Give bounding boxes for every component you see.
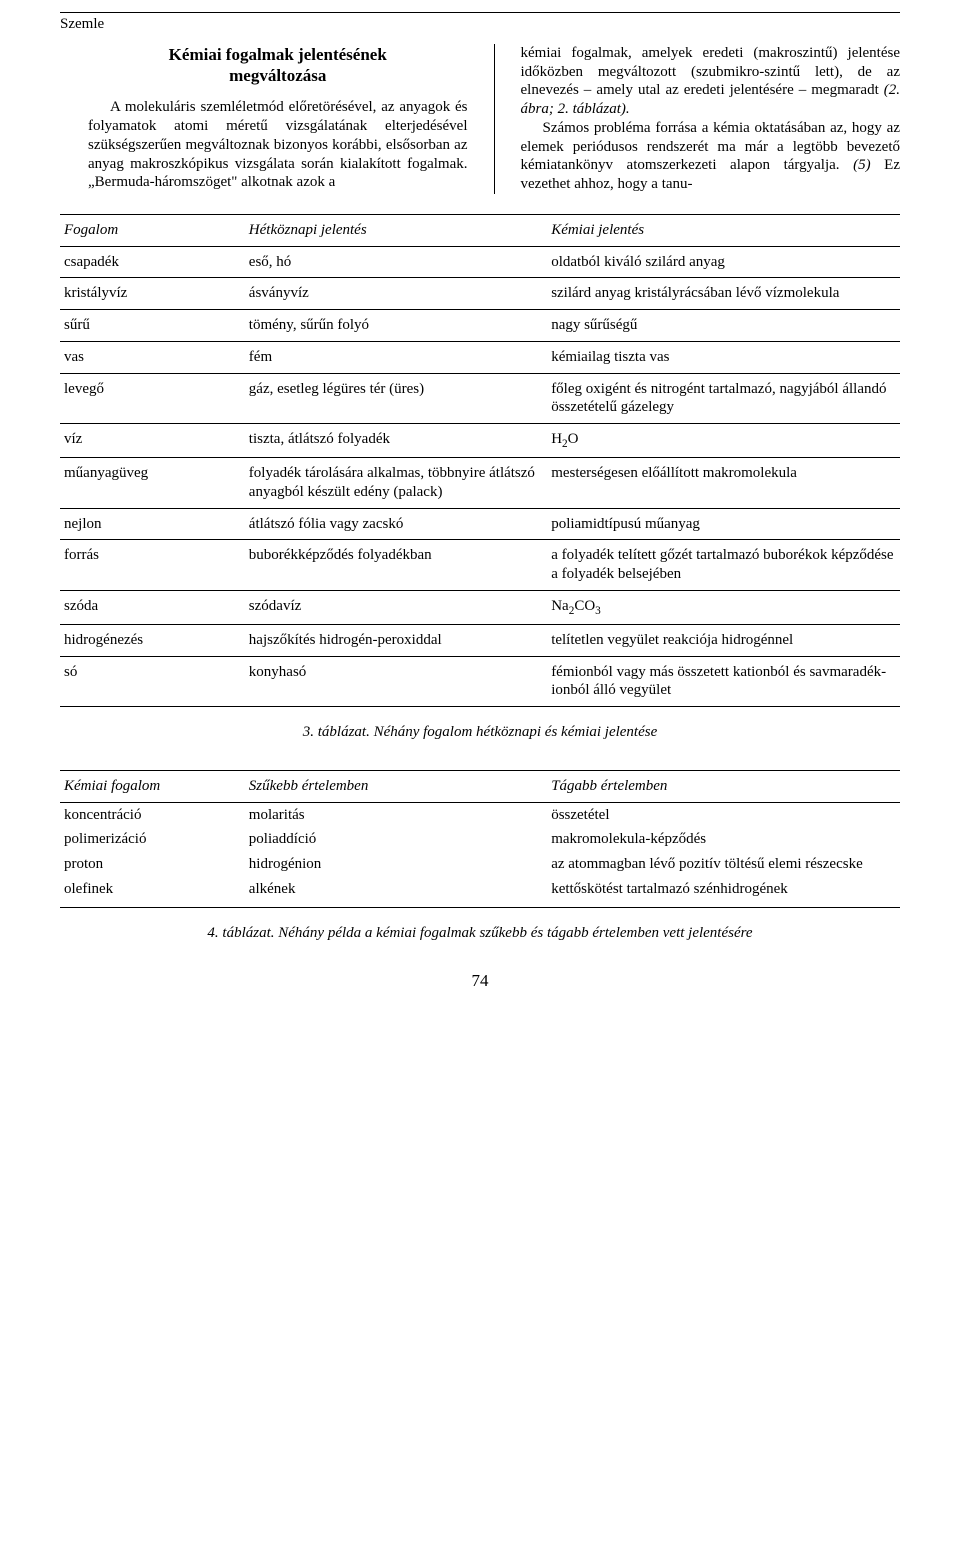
- table-cell: proton: [60, 852, 245, 877]
- table-cell: levegő: [60, 373, 245, 424]
- table-cell: hajszőkítés hidrogén-peroxiddal: [245, 624, 547, 656]
- column-separator: [494, 44, 495, 194]
- t1-h3: Kémiai jelentés: [547, 214, 900, 246]
- table-cell: poliamidtípusú műanyag: [547, 508, 900, 540]
- table-cell: műanyagüveg: [60, 458, 245, 509]
- right-para-2a: Számos probléma forrása a kémia oktatásá…: [521, 120, 901, 174]
- title-line-1: Kémiai fogalmak jelentésének: [169, 45, 387, 64]
- table-2-header-row: Kémiai fogalom Szűkebb értelemben Tágabb…: [60, 770, 900, 802]
- table-cell: főleg oxigént és nitrogént tartalmazó, n…: [547, 373, 900, 424]
- left-paragraph: A molekuláris szemléletmód előretöréséve…: [88, 98, 468, 192]
- table-cell: eső, hó: [245, 246, 547, 278]
- table-2-caption: 4. táblázat. Néhány példa a kémiai fogal…: [60, 924, 900, 943]
- table-cell: H2O: [547, 424, 900, 458]
- header-rule: [60, 12, 900, 13]
- table-cell: kettőskötést tartalmazó szénhidrogének: [547, 877, 900, 907]
- table-cell: konyhasó: [245, 656, 547, 707]
- title-line-2: megváltozása: [229, 66, 326, 85]
- table-row: sűrűtömény, sűrűn folyónagy sűrűségű: [60, 310, 900, 342]
- table-cell: forrás: [60, 540, 245, 591]
- table-cell: koncentráció: [60, 802, 245, 827]
- table-cell: nagy sűrűségű: [547, 310, 900, 342]
- t2-h1: Kémiai fogalom: [60, 770, 245, 802]
- table-cell: kristályvíz: [60, 278, 245, 310]
- table-cell: szódavíz: [245, 590, 547, 624]
- table-cell: szóda: [60, 590, 245, 624]
- page-number: 74: [60, 970, 900, 991]
- table-cell: a folyadék telített gőzét tartalmazó bub…: [547, 540, 900, 591]
- table-row: polimerizációpoliaddíciómakromolekula-ké…: [60, 827, 900, 852]
- table-cell: poliaddíció: [245, 827, 547, 852]
- table-row: olefinekalkénekkettőskötést tartalmazó s…: [60, 877, 900, 907]
- table-cell: só: [60, 656, 245, 707]
- table-cell: tiszta, átlátszó folyadék: [245, 424, 547, 458]
- table-cell: ásványvíz: [245, 278, 547, 310]
- table-cell: kémiailag tiszta vas: [547, 341, 900, 373]
- table-cell: molaritás: [245, 802, 547, 827]
- table-cell: polimerizáció: [60, 827, 245, 852]
- table-cell: hidrogénezés: [60, 624, 245, 656]
- left-column: Kémiai fogalmak jelentésének megváltozás…: [88, 44, 468, 194]
- table-cell: vas: [60, 341, 245, 373]
- table-cell: olefinek: [60, 877, 245, 907]
- table-cell: fém: [245, 341, 547, 373]
- table-cell: átlátszó fólia vagy zacskó: [245, 508, 547, 540]
- table-row: csapadékeső, hóoldatból kiváló szilárd a…: [60, 246, 900, 278]
- header-label: Szemle: [60, 15, 900, 34]
- table-cell: összetétel: [547, 802, 900, 827]
- table-cell: víz: [60, 424, 245, 458]
- right-para-1: kémiai fogalmak, amelyek eredeti (makros…: [521, 45, 901, 99]
- table-cell: nejlon: [60, 508, 245, 540]
- table-row: nejlonátlátszó fólia vagy zacskópoliamid…: [60, 508, 900, 540]
- table-cell: telítetlen vegyület reakciója hidrogénne…: [547, 624, 900, 656]
- table-row: levegőgáz, esetleg légüres tér (üres)fől…: [60, 373, 900, 424]
- table-1: Fogalom Hétköznapi jelentés Kémiai jelen…: [60, 214, 900, 707]
- table-cell: fémionból vagy más összetett kationból é…: [547, 656, 900, 707]
- t2-h3: Tágabb értelemben: [547, 770, 900, 802]
- table-row: protonhidrogénionaz atommagban lévő pozi…: [60, 852, 900, 877]
- table-cell: alkének: [245, 877, 547, 907]
- table-row: forrásbuborékképződés folyadékbana folya…: [60, 540, 900, 591]
- table-row: műanyagüvegfolyadék tárolására alkalmas,…: [60, 458, 900, 509]
- table-row: vasfémkémiailag tiszta vas: [60, 341, 900, 373]
- table-cell: makromolekula-képződés: [547, 827, 900, 852]
- article-title: Kémiai fogalmak jelentésének megváltozás…: [88, 44, 468, 87]
- right-column: kémiai fogalmak, amelyek eredeti (makros…: [521, 44, 901, 194]
- table-cell: csapadék: [60, 246, 245, 278]
- t1-h2: Hétköznapi jelentés: [245, 214, 547, 246]
- table-row: víztiszta, átlátszó folyadékH2O: [60, 424, 900, 458]
- table-cell: oldatból kiváló szilárd anyag: [547, 246, 900, 278]
- table-cell: gáz, esetleg légüres tér (üres): [245, 373, 547, 424]
- page: Szemle Kémiai fogalmak jelentésének megv…: [0, 0, 960, 1022]
- t1-h1: Fogalom: [60, 214, 245, 246]
- table-cell: tömény, sűrűn folyó: [245, 310, 547, 342]
- table-1-header-row: Fogalom Hétköznapi jelentés Kémiai jelen…: [60, 214, 900, 246]
- table-row: sókonyhasófémionból vagy más összetett k…: [60, 656, 900, 707]
- two-column-body: Kémiai fogalmak jelentésének megváltozás…: [88, 44, 900, 194]
- table-cell: szilárd anyag kristályrácsában lévő vízm…: [547, 278, 900, 310]
- table-cell: sűrű: [60, 310, 245, 342]
- right-para-2: Számos probléma forrása a kémia oktatásá…: [521, 119, 901, 194]
- table-cell: hidrogénion: [245, 852, 547, 877]
- table-2: Kémiai fogalom Szűkebb értelemben Tágabb…: [60, 770, 900, 908]
- table-row: hidrogénezéshajszőkítés hidrogén-peroxid…: [60, 624, 900, 656]
- table-cell: folyadék tárolására alkalmas, többnyire …: [245, 458, 547, 509]
- right-para-2-ital: (5): [853, 157, 871, 173]
- table-row: koncentrációmolaritásösszetétel: [60, 802, 900, 827]
- table-row: kristályvízásványvízszilárd anyag kristá…: [60, 278, 900, 310]
- table-cell: buborékképződés folyadékban: [245, 540, 547, 591]
- table-1-caption: 3. táblázat. Néhány fogalom hétköznapi é…: [60, 723, 900, 742]
- t2-h2: Szűkebb értelemben: [245, 770, 547, 802]
- table-row: szódaszódavízNa2CO3: [60, 590, 900, 624]
- table-cell: az atommagban lévő pozitív töltésű elemi…: [547, 852, 900, 877]
- table-cell: Na2CO3: [547, 590, 900, 624]
- table-cell: mesterségesen előállított makromolekula: [547, 458, 900, 509]
